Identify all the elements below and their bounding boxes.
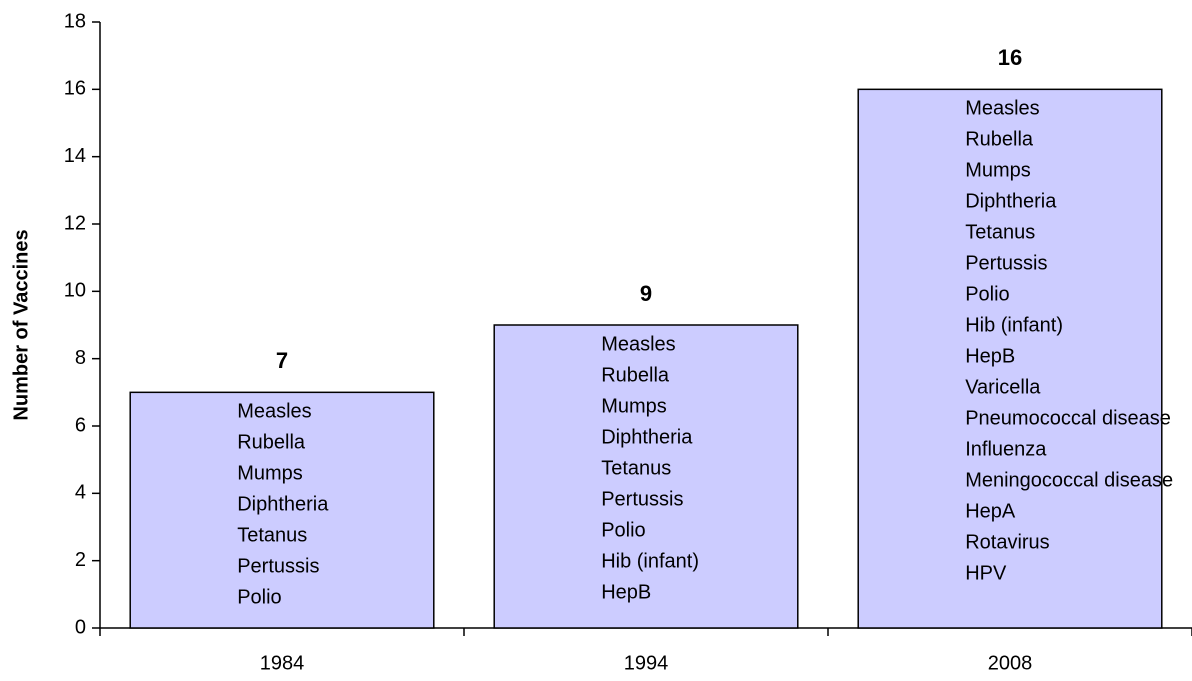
y-tick-label: 4 (75, 482, 86, 504)
y-tick-label: 2 (75, 549, 86, 571)
value-label: 16 (998, 45, 1022, 70)
bar-text: Diphtheria (965, 191, 1057, 213)
bar-text: Influenza (965, 439, 1047, 461)
bar-text: Rotavirus (965, 532, 1049, 554)
bar-text: Tetanus (237, 525, 307, 547)
bar-text: Pertussis (965, 253, 1047, 275)
value-label: 9 (640, 281, 652, 306)
bar-text: Varicella (965, 377, 1041, 399)
y-tick-label: 18 (64, 10, 86, 32)
bar-text: Hib (infant) (601, 550, 699, 572)
bar (493, 324, 799, 629)
bar-text: Tetanus (601, 457, 671, 479)
bar-text: Meningococcal disease (965, 470, 1173, 492)
bar-text: Pertussis (601, 488, 683, 510)
bar-text: Rubella (601, 364, 670, 386)
x-tick-label: 1994 (624, 652, 669, 674)
bar-text: Measles (601, 333, 675, 355)
y-axis-label: Number of Vaccines (10, 229, 32, 420)
y-tick-label: 16 (64, 78, 86, 100)
bar-text: Polio (965, 284, 1009, 306)
bar-text: Polio (601, 519, 645, 541)
bar (857, 88, 1163, 629)
bar-text: Rubella (237, 432, 306, 454)
value-label: 7 (276, 348, 288, 373)
bar-text: HepA (965, 501, 1016, 523)
bar-text: Mumps (237, 463, 303, 485)
bar-text: Measles (965, 98, 1039, 120)
bar-text: Mumps (965, 160, 1031, 182)
bar-text: HPV (965, 563, 1007, 585)
bar-text: Pneumococcal disease (965, 408, 1171, 430)
x-tick-label: 1984 (260, 652, 305, 674)
bar-text: Pertussis (237, 556, 319, 578)
bar-text: Diphtheria (601, 426, 693, 448)
bar-text: HepB (965, 346, 1015, 368)
y-tick-label: 8 (75, 347, 86, 369)
bar-text: Rubella (965, 129, 1034, 151)
y-tick-label: 10 (64, 280, 86, 302)
bar-text: Polio (237, 587, 281, 609)
bar-text: Tetanus (965, 222, 1035, 244)
bar (129, 391, 435, 629)
y-tick-label: 14 (64, 145, 86, 167)
bar-text: Measles (237, 401, 311, 423)
y-tick-label: 12 (64, 212, 86, 234)
bar-text: Mumps (601, 395, 667, 417)
bar-text: Hib (infant) (965, 315, 1063, 337)
bar-text: Diphtheria (237, 494, 329, 516)
y-tick-label: 0 (75, 616, 86, 638)
y-tick-label: 6 (75, 414, 86, 436)
bar-text: HepB (601, 581, 651, 603)
x-tick-label: 2008 (988, 652, 1033, 674)
